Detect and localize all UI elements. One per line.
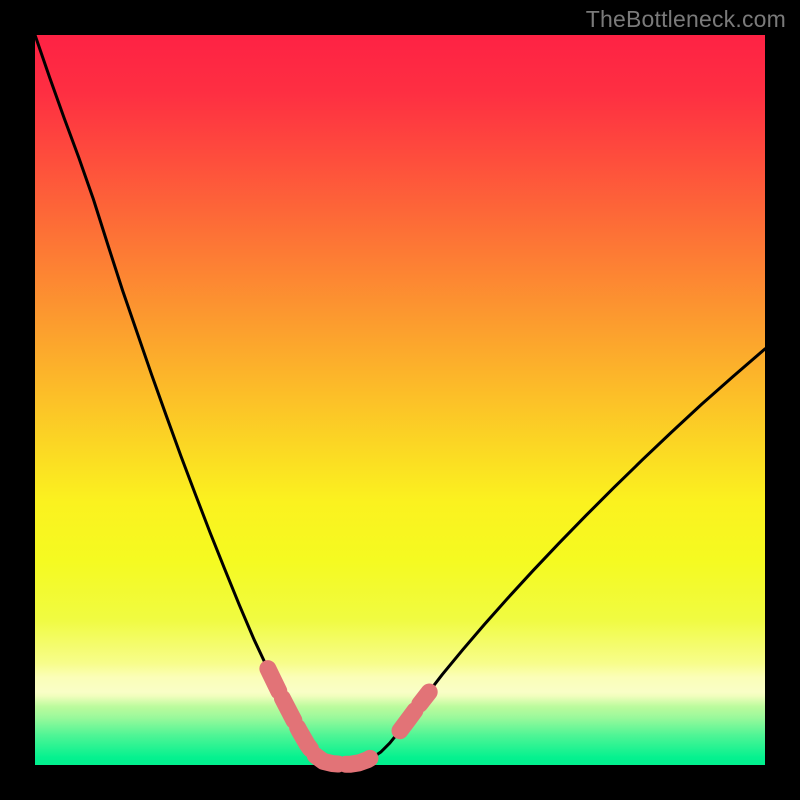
bottleneck-chart-frame: TheBottleneck.com — [0, 0, 800, 800]
watermark-text: TheBottleneck.com — [586, 6, 786, 33]
bottleneck-chart-svg — [0, 0, 800, 800]
gradient-background — [35, 35, 765, 765]
